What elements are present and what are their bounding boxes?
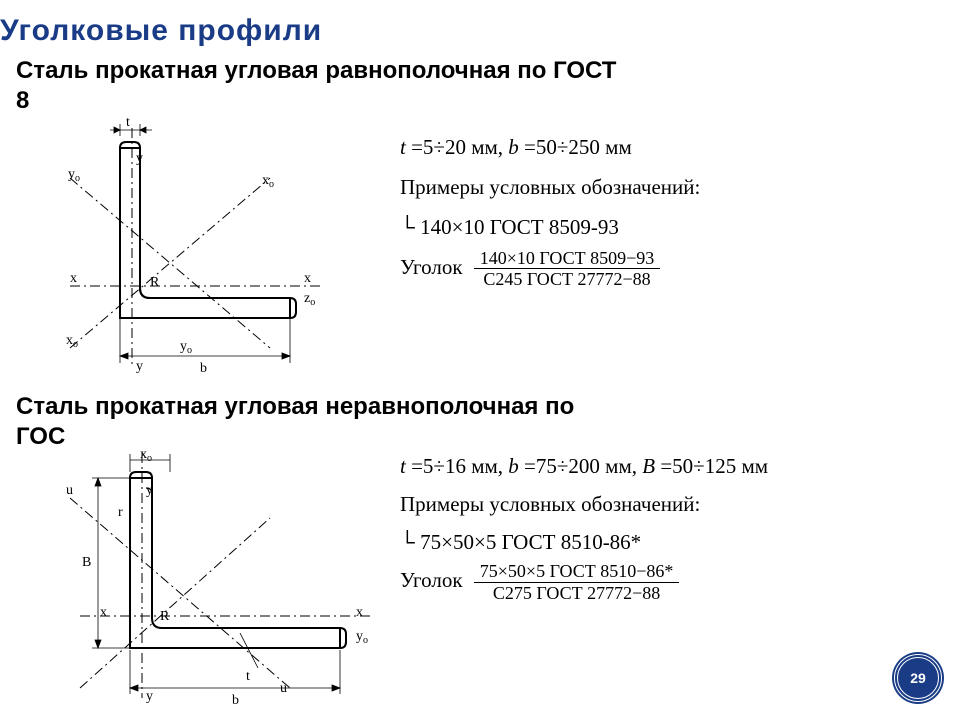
slide-title: Уголковые профили xyxy=(0,14,322,48)
fraction-denominator: С245 ГОСТ 27772−88 xyxy=(474,268,660,290)
fraction-row: Уголок 140×10 ГОСТ 8509−93 С245 ГОСТ 277… xyxy=(400,248,940,290)
svg-text:t: t xyxy=(126,118,130,130)
diagram-unequal-angle: xo u y r B x x yo R y t u b xyxy=(40,438,380,708)
params-line: t =5÷20 мм, b =50÷250 мм xyxy=(400,128,940,168)
fraction-label: Уголок xyxy=(400,568,463,592)
slide: Уголковые профили Сталь прокатная углова… xyxy=(0,0,960,720)
section1-description: t =5÷20 мм, b =50÷250 мм Примеры условны… xyxy=(400,128,940,290)
svg-text:y: y xyxy=(146,483,153,498)
svg-text:yo: yo xyxy=(356,629,368,646)
section1-heading: Сталь прокатная угловая равнополочная по… xyxy=(16,56,916,116)
page-number-badge: 29 xyxy=(894,654,942,702)
svg-text:b: b xyxy=(200,361,207,376)
svg-text:y: y xyxy=(136,359,143,374)
svg-text:xo: xo xyxy=(140,447,152,464)
svg-text:yo: yo xyxy=(180,339,192,356)
example-1: └ 140×10 ГОСТ 8509-93 xyxy=(400,208,940,248)
svg-text:u: u xyxy=(66,483,73,498)
svg-text:R: R xyxy=(150,275,160,290)
params-line: t =5÷16 мм, b =75÷200 мм, B =50÷125 мм xyxy=(400,448,960,486)
svg-text:r: r xyxy=(118,505,123,520)
svg-text:x: x xyxy=(100,605,107,620)
heading-text: Сталь прокатная угловая равнополочная по… xyxy=(16,57,616,84)
heading-num: 8 xyxy=(16,87,29,114)
svg-text:xo: xo xyxy=(262,173,274,190)
heading-text: Сталь прокатная угловая неравнополочная … xyxy=(16,393,574,420)
svg-text:R: R xyxy=(160,609,170,624)
examples-label: Примеры условных обозначений: xyxy=(400,486,960,524)
section2-description: t =5÷16 мм, b =75÷200 мм, B =50÷125 мм П… xyxy=(400,448,960,604)
svg-text:x: x xyxy=(304,271,311,286)
fraction-row: Уголок 75×50×5 ГОСТ 8510−86* С275 ГОСТ 2… xyxy=(400,561,960,603)
svg-text:x: x xyxy=(70,271,77,286)
svg-text:b: b xyxy=(232,693,239,708)
svg-text:yo: yo xyxy=(68,167,80,184)
fraction-numerator: 75×50×5 ГОСТ 8510−86* xyxy=(474,561,680,582)
fraction: 75×50×5 ГОСТ 8510−86* С275 ГОСТ 27772−88 xyxy=(474,561,680,603)
svg-text:u: u xyxy=(280,681,287,696)
examples-label: Примеры условных обозначений: xyxy=(400,168,940,208)
example-1: └ 75×50×5 ГОСТ 8510-86* xyxy=(400,524,960,562)
fraction-denominator: С275 ГОСТ 27772−88 xyxy=(474,582,680,604)
page-number: 29 xyxy=(910,670,926,686)
svg-text:y: y xyxy=(136,151,143,166)
svg-text:x: x xyxy=(356,605,363,620)
svg-text:xo: xo xyxy=(66,333,78,350)
fraction-label: Уголок xyxy=(400,255,463,279)
svg-text:zo: zo xyxy=(304,291,315,308)
fraction: 140×10 ГОСТ 8509−93 С245 ГОСТ 27772−88 xyxy=(474,248,660,290)
svg-text:t: t xyxy=(246,669,250,684)
svg-text:y: y xyxy=(146,689,153,704)
svg-text:B: B xyxy=(82,555,91,570)
diagram-equal-angle: t y yo xo x x zo xo y yo R b xyxy=(40,118,340,378)
fraction-numerator: 140×10 ГОСТ 8509−93 xyxy=(474,248,660,269)
